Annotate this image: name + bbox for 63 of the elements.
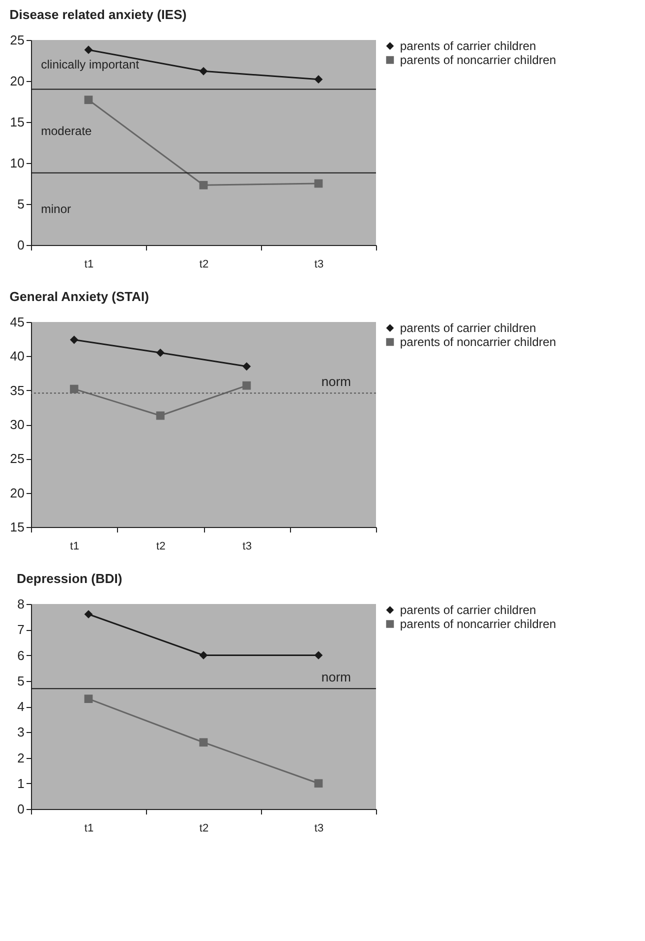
legend-label: parents of carrier children [400,321,536,335]
y-tick-label: 1 [17,776,24,791]
y-tick-label: 10 [10,156,24,170]
y-tick-label: 15 [10,520,24,534]
y-tick-label: 0 [17,802,24,816]
y-tick-label: 3 [17,724,24,740]
point [84,610,93,618]
x-tick-label: t1 [84,258,94,270]
point [70,336,78,344]
y-tick-label: 30 [10,417,24,432]
x-tick-label: t3 [314,822,324,834]
point [156,411,165,420]
x-tick-label: t3 [242,540,252,552]
x-tick-label: t1 [84,822,94,834]
y-tick-label: 5 [17,196,24,212]
annotation: clinically important [41,58,140,72]
x-tick-label: t2 [199,822,209,834]
y-tick-label: 6 [17,648,24,663]
point [242,381,251,390]
point [314,179,323,188]
x-tick-label: t3 [314,258,324,270]
point [199,66,208,76]
chart-title: Disease related anxiety (IES) [10,7,187,22]
x-tick-label: t2 [156,540,166,552]
point [70,384,78,394]
point [314,779,323,788]
y-tick-label: 45 [10,314,24,330]
annotation: moderate [41,124,92,138]
legend-label: parents of noncarrier children [400,617,556,631]
point [314,75,323,84]
point [84,46,93,54]
y-tick-label: 4 [17,699,24,714]
point [84,96,93,104]
y-tick-label: 15 [10,114,24,130]
y-tick-label: 35 [10,382,24,398]
annotation: minor [41,202,72,216]
y-tick-label: 25 [10,451,24,466]
y-tick-label: 8 [17,596,24,612]
x-tick-label: t1 [70,540,80,552]
point [84,694,93,703]
legend-label: parents of carrier children [400,603,536,617]
y-tick-label: 0 [17,238,24,252]
y-tick-label: 25 [10,32,24,48]
chart-title: General Anxiety (STAI) [10,289,149,304]
chart-title: Depression (BDI) [16,571,122,586]
point [156,348,165,357]
y-tick-label: 7 [17,622,24,638]
y-tick-label: 20 [10,485,24,500]
ref-line-label: norm [321,374,351,390]
legend-label: parents of carrier children [400,39,536,53]
point [199,180,208,190]
point [199,651,208,660]
point [314,651,323,660]
y-tick-label: 40 [10,348,24,364]
legend-label: parents of noncarrier children [400,53,556,67]
ref-line-label: norm [321,670,351,685]
x-tick-label: t2 [199,258,209,270]
y-tick-label: 5 [17,673,24,688]
legend-label: parents of noncarrier children [400,335,556,349]
point [242,362,251,371]
y-tick-label: 20 [10,74,24,88]
y-tick-label: 2 [17,750,24,766]
point [199,738,208,747]
